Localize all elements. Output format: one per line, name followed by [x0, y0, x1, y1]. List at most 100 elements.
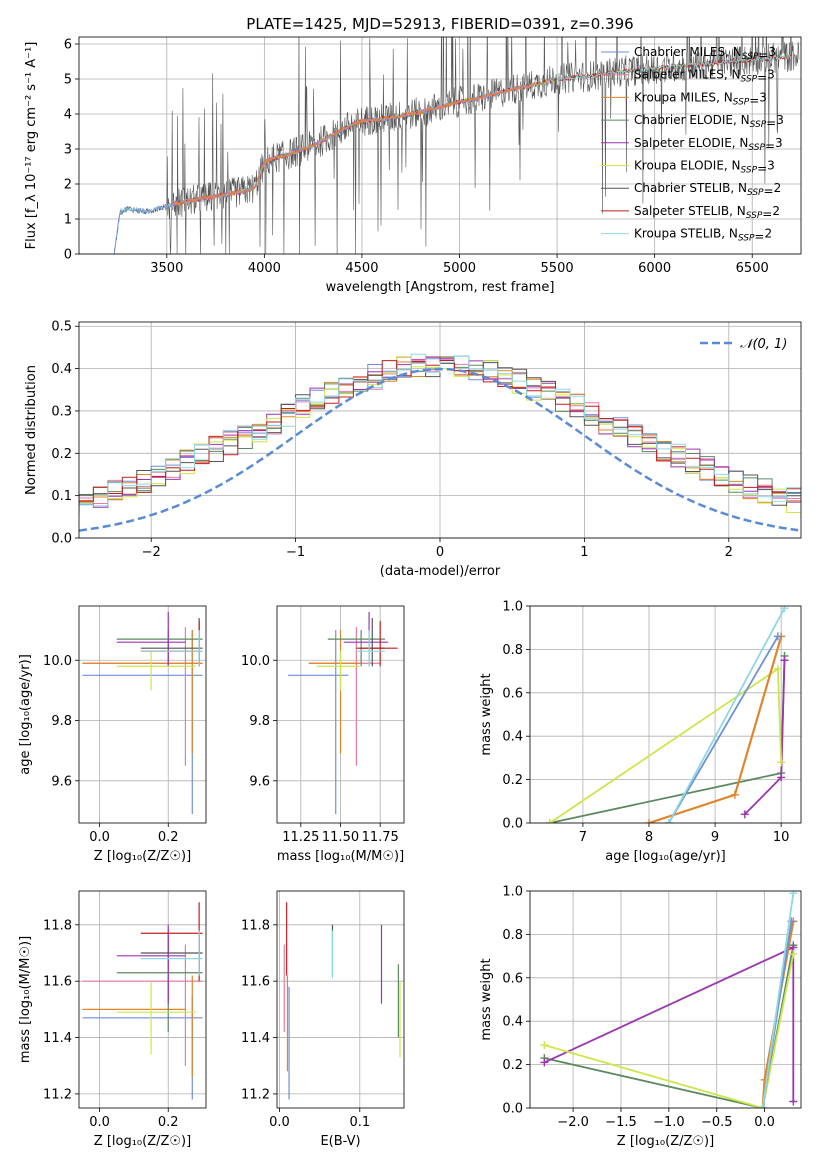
grid — [79, 606, 206, 823]
y-tick-label: 11.2 — [43, 1087, 72, 1102]
overlay: 3500 4000 4500 5000 5500 6000 6500 0 1 2 3 4 5 6 wavel… — [24, 36, 802, 295]
x-tick-label: 0.2 — [158, 830, 179, 845]
legend-nssp-sub: SSP — [742, 52, 759, 62]
overlay: 0.0 0.2 11.2 11.4 11.6 11.8 Z [log₁₀(Z/Z☉)] mas… — [18, 890, 207, 1149]
weight-line-chabrier-elodie — [549, 655, 786, 823]
point-kroupa-stelib — [140, 930, 203, 976]
x-axis-label: Z [log₁₀(Z/Z☉)] — [94, 1134, 191, 1149]
legend-entry: Salpeter STELIB, NSSP=2 — [634, 204, 780, 221]
histogram-kroupa-miles — [79, 356, 801, 503]
weight-marker — [777, 758, 786, 767]
overlay: −2 −1 0 1 2 0.0 0.1 0.2 0.3 0.4 0.5 (data-model)/er… — [24, 320, 802, 579]
x-tick-label: −0.5 — [701, 1115, 733, 1130]
legend-nssp-sub: SSP — [738, 234, 755, 244]
legend-nssp-sub: SSP — [747, 188, 764, 198]
legend-equals: = — [749, 93, 759, 107]
histogram-kroupa-elodie — [79, 356, 801, 518]
weight-marker — [780, 656, 789, 665]
legend-entry: Chabrier STELIB, NSSP=2 — [634, 181, 781, 198]
y-tick-label: 6 — [64, 38, 72, 53]
legend-model-name: Chabrier MILES — [634, 45, 725, 59]
x-tick-label: 6500 — [736, 261, 769, 276]
legend-nssp-value: 2 — [772, 204, 780, 218]
x-tick-label: 0.0 — [89, 830, 110, 845]
y-tick-label: 3 — [64, 143, 72, 158]
x-tick-label: 11.50 — [322, 830, 359, 845]
histogram-chabrier-elodie — [79, 356, 801, 506]
x-axis-label: wavelength [Angstrom, rest frame] — [326, 280, 555, 295]
y-tick-label: 0.5 — [51, 320, 72, 335]
point-kroupa-stelib — [356, 630, 385, 667]
y-tick-label: 0.0 — [502, 1102, 523, 1117]
legend-equals: = — [757, 162, 767, 176]
x-tick-label: 0.2 — [158, 1115, 179, 1130]
y-tick-label: 11.6 — [241, 975, 270, 990]
legend-equals: = — [754, 230, 764, 244]
legend-model-name: Chabrier ELODIE — [634, 113, 733, 127]
overlay: 7 8 9 10 0.0 0.2 0.4 0.6 0.8 1.0 age [log₁₀(age/yr… — [479, 600, 802, 864]
y-axis-label: mass weight — [479, 673, 494, 755]
legend-nssp-value: 3 — [767, 159, 775, 173]
y-axis-label: Flux [f_λ 10⁻¹⁷ erg cm⁻² s⁻¹ A⁻¹] — [24, 42, 39, 250]
legend-entry: Chabrier ELODIE, NSSP=3 — [634, 113, 784, 130]
point-kroupa-elodie — [316, 651, 360, 691]
x-axis-label: E(B-V) — [320, 1134, 360, 1149]
y-tick-label: 5 — [64, 73, 72, 88]
panel-age-vs-mass: 11.25 11.50 11.75 9.6 9.8 10.0 mass [log₁₀(M/M… — [241, 605, 405, 864]
y-tick-label: 1.0 — [502, 600, 523, 615]
y-tick-label: 11.8 — [43, 918, 72, 933]
legend-equals: = — [765, 139, 775, 153]
x-tick-label: 9 — [711, 830, 719, 845]
y-tick-label: 0.8 — [502, 928, 523, 943]
legend-model-name: Chabrier STELIB — [634, 181, 730, 195]
x-tick-label: 0.0 — [754, 1115, 775, 1130]
weight-marker — [740, 810, 749, 819]
weight-line-kroupa-stelib — [761, 893, 795, 1108]
legend-nssp-value: 3 — [768, 45, 776, 59]
y-tick-label: 0 — [64, 248, 72, 263]
plot-area — [545, 606, 789, 823]
x-tick-label: 1 — [580, 545, 588, 560]
x-tick-label: 8 — [645, 830, 653, 845]
plot-area — [79, 353, 801, 532]
panel-spectrum: 3500 4000 4500 5000 5500 6000 6500 0 1 2 3 4 5 6 wavel… — [24, 36, 802, 295]
point-salpeter-elodie — [116, 924, 186, 1004]
plot-area — [82, 612, 203, 814]
spectrum-kroupa-miles — [174, 78, 550, 206]
legend-model-name: Salpeter ELODIE — [634, 136, 732, 150]
axes-frame — [276, 890, 405, 1109]
histogram-salpeter-miles — [79, 356, 801, 507]
legend-equals: = — [764, 184, 774, 198]
point-kroupa-stelib — [140, 630, 203, 667]
grid — [79, 322, 801, 539]
y-axis-label: mass weight — [479, 958, 494, 1040]
point-salpeter-stelib — [356, 621, 398, 667]
grid — [530, 605, 801, 824]
legend-entry: Salpeter MILES, NSSP=3 — [634, 68, 775, 85]
x-tick-label: −2 — [142, 545, 161, 560]
y-axis-label: Normed distribution — [24, 365, 39, 495]
point-chabrier-miles — [288, 630, 349, 814]
legend-nssp-label: , N — [716, 90, 733, 104]
grid — [277, 891, 404, 1108]
panel-residuals: −2 −1 0 1 2 0.0 0.1 0.2 0.3 0.4 0.5 (data-model)/er… — [24, 320, 802, 579]
legend-nssp-sub: SSP — [741, 166, 758, 176]
legend-equals: = — [758, 48, 768, 62]
y-tick-label: 11.4 — [241, 1031, 270, 1046]
x-axis-label: Z [log₁₀(Z/Z☉)] — [94, 849, 191, 864]
weight-marker — [664, 819, 673, 823]
y-tick-label: 0.2 — [502, 773, 523, 788]
legend-nssp-label: , N — [721, 227, 738, 241]
y-tick-label: 9.8 — [249, 714, 270, 729]
panel-age-vs-Z: 0.0 0.2 9.6 9.8 10.0 Z [log₁₀(Z/Z☉)] age [log₁… — [18, 605, 207, 864]
histogram-chabrier-miles — [79, 355, 801, 516]
weight-line-kroupa-elodie — [549, 667, 783, 823]
legend-model-name: Kroupa ELODIE — [634, 159, 724, 173]
x-tick-label: −2.0 — [557, 1115, 589, 1130]
weight-marker — [540, 1041, 549, 1050]
x-tick-label: 5000 — [443, 261, 476, 276]
legend-nssp-sub: SSP — [750, 120, 767, 130]
point-salpeter-stelib — [140, 902, 203, 982]
x-tick-label: 0.1 — [349, 1115, 370, 1130]
legend-nssp-value: 2 — [774, 181, 782, 195]
